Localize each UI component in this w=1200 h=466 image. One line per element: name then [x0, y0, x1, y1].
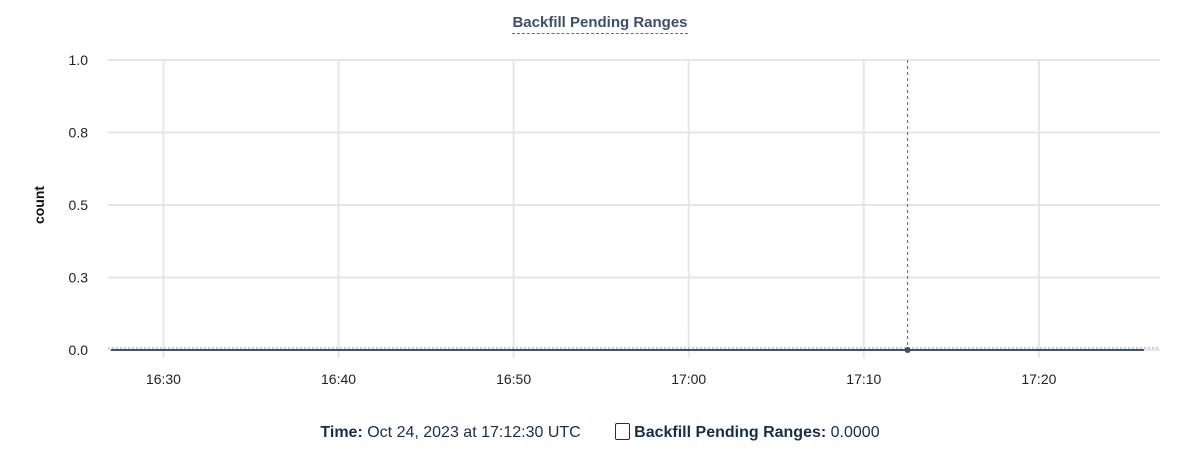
chart-title-wrap: Backfill Pending Ranges	[0, 14, 1200, 34]
y-tick-label: 0.0	[69, 342, 89, 358]
x-tick-label: 16:40	[321, 371, 356, 387]
y-tick-label: 0.5	[69, 197, 89, 213]
series-checkbox[interactable]	[615, 423, 631, 440]
chart-title[interactable]: Backfill Pending Ranges	[512, 14, 688, 34]
y-tick-label: 1.0	[69, 52, 89, 68]
y-axis-label: count	[31, 186, 47, 224]
x-tick-label: 17:00	[671, 371, 706, 387]
series-value: 0.0000	[830, 424, 880, 441]
y-tick-label: 0.3	[69, 270, 89, 286]
y-tick-label: 0.8	[69, 125, 89, 141]
x-tick-label: 16:50	[496, 371, 531, 387]
series-label: Backfill Pending Ranges:	[634, 424, 827, 441]
time-label: Time:	[320, 424, 363, 441]
time-value: Oct 24, 2023 at 17:12:30 UTC	[367, 424, 581, 441]
x-tick-label: 16:30	[146, 371, 181, 387]
hover-point	[904, 347, 911, 353]
x-tick-label: 17:20	[1021, 371, 1056, 387]
x-tick-label: 17:10	[846, 371, 881, 387]
legend: Time: Oct 24, 2023 at 17:12:30 UTC Backf…	[0, 423, 1200, 442]
